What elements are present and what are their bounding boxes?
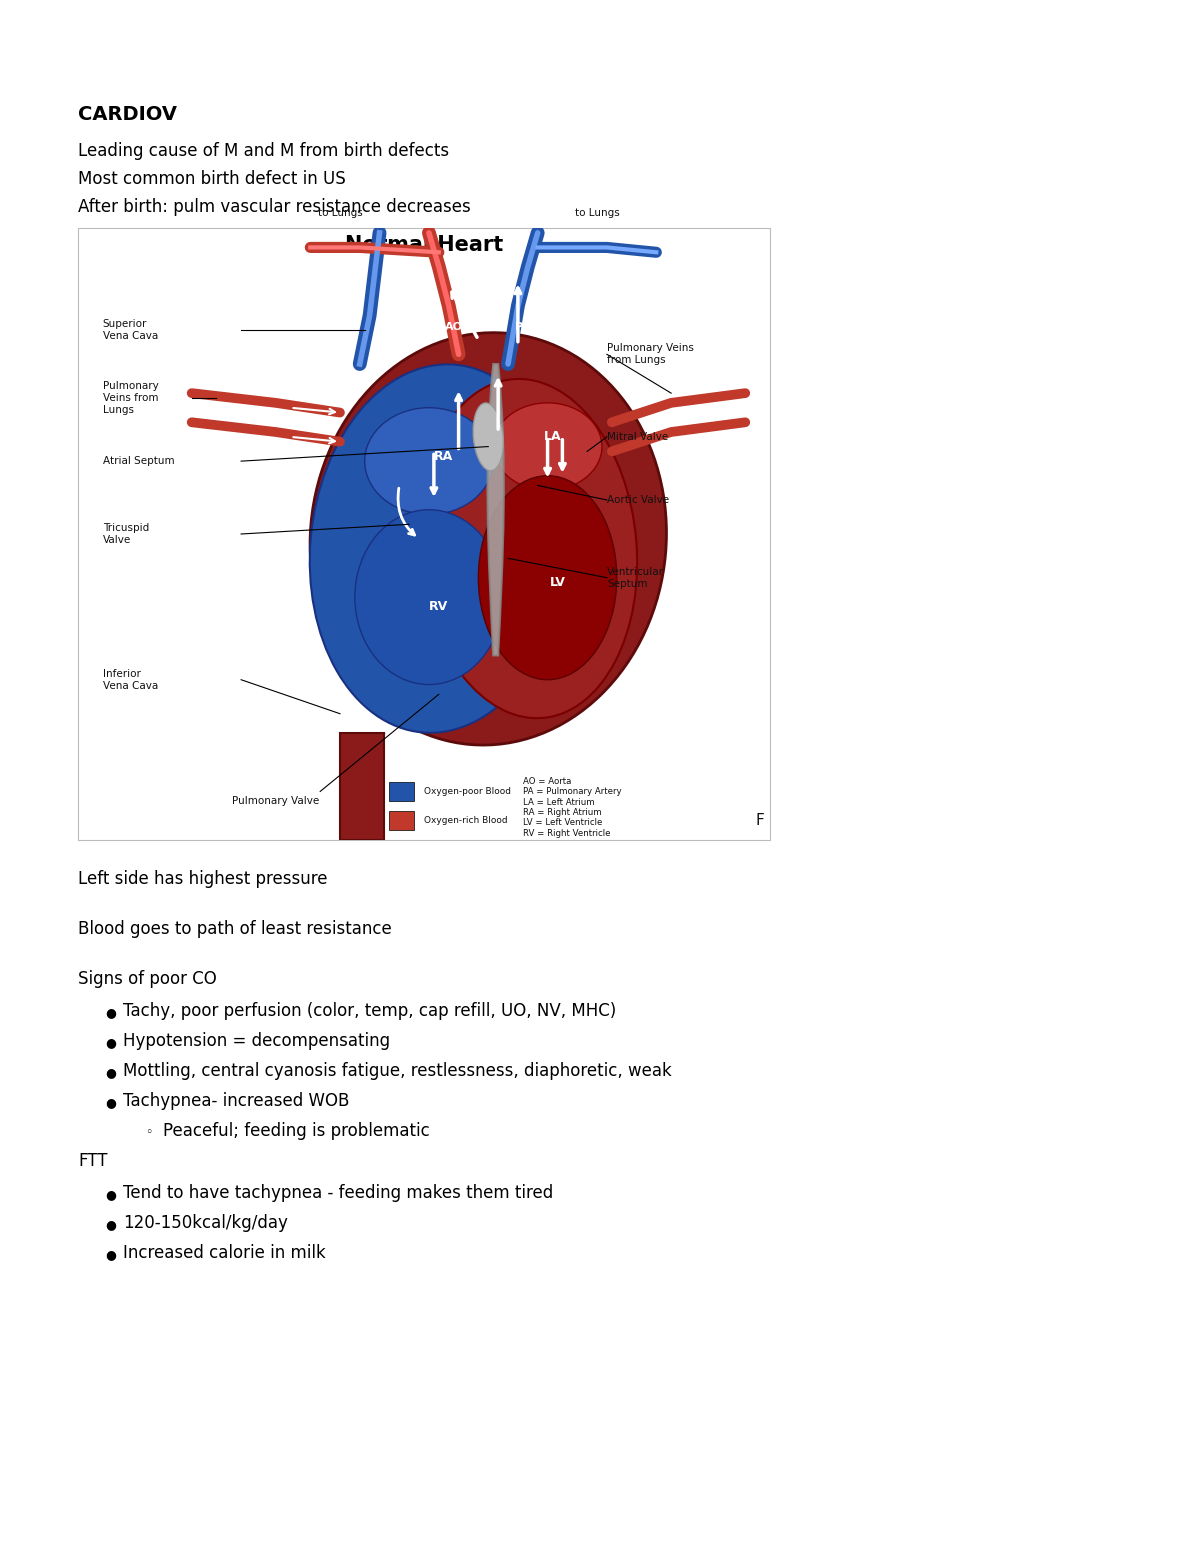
Text: ◦: ◦ bbox=[145, 1126, 152, 1138]
Text: FTT: FTT bbox=[78, 1152, 108, 1169]
Text: Most common birth defect in US: Most common birth defect in US bbox=[78, 169, 346, 188]
Ellipse shape bbox=[479, 475, 617, 680]
Text: Hypotension = decompensating: Hypotension = decompensating bbox=[124, 1033, 390, 1050]
Text: Signs of poor CO: Signs of poor CO bbox=[78, 971, 217, 988]
Text: ●: ● bbox=[106, 1249, 116, 1261]
Text: Tachy, poor perfusion (color, temp, cap refill, UO, NV, MHC): Tachy, poor perfusion (color, temp, cap … bbox=[124, 1002, 617, 1020]
Text: ●: ● bbox=[106, 1036, 116, 1048]
Ellipse shape bbox=[310, 332, 666, 745]
Text: LV: LV bbox=[550, 576, 565, 589]
Text: to Lungs: to Lungs bbox=[318, 208, 362, 219]
Text: Peaceful; feeding is problematic: Peaceful; feeding is problematic bbox=[163, 1121, 430, 1140]
PathPatch shape bbox=[487, 363, 504, 655]
Text: ●: ● bbox=[106, 1065, 116, 1079]
Text: Mitral Valve: Mitral Valve bbox=[607, 432, 668, 443]
Text: AO = Aorta
PA = Pulmonary Artery
LA = Left Atrium
RA = Right Atrium
LV = Left Ve: AO = Aorta PA = Pulmonary Artery LA = Le… bbox=[523, 776, 622, 839]
Text: After birth: pulm vascular resistance decreases: After birth: pulm vascular resistance de… bbox=[78, 197, 470, 216]
Text: Mottling, central cyanosis fatigue, restlessness, diaphoretic, weak: Mottling, central cyanosis fatigue, rest… bbox=[124, 1062, 672, 1079]
Text: RV: RV bbox=[430, 601, 449, 613]
Text: Pulmonary
Veins from
Lungs: Pulmonary Veins from Lungs bbox=[103, 382, 158, 415]
Text: CARDIOV: CARDIOV bbox=[78, 106, 178, 124]
Text: Tricuspid
Valve: Tricuspid Valve bbox=[103, 523, 149, 545]
Ellipse shape bbox=[473, 402, 503, 471]
Bar bbox=[78, 228, 770, 840]
Text: Blood goes to path of least resistance: Blood goes to path of least resistance bbox=[78, 919, 391, 938]
Text: Left side has highest pressure: Left side has highest pressure bbox=[78, 870, 328, 888]
Text: to Lungs: to Lungs bbox=[575, 208, 619, 219]
Text: Inferior
Vena Cava: Inferior Vena Cava bbox=[103, 669, 158, 691]
Ellipse shape bbox=[365, 408, 493, 514]
Bar bbox=[389, 811, 414, 831]
Bar bbox=[340, 733, 384, 840]
Text: Ventricular
Septum: Ventricular Septum bbox=[607, 567, 664, 589]
Text: Oxygen-poor Blood: Oxygen-poor Blood bbox=[424, 787, 511, 797]
Bar bbox=[389, 781, 414, 801]
Text: ●: ● bbox=[106, 1096, 116, 1109]
Ellipse shape bbox=[310, 365, 568, 733]
Text: Pulmonary Veins
from Lungs: Pulmonary Veins from Lungs bbox=[607, 343, 694, 365]
Text: AO: AO bbox=[445, 321, 463, 332]
Text: Tachypnea- increased WOB: Tachypnea- increased WOB bbox=[124, 1092, 349, 1110]
Text: LA: LA bbox=[544, 430, 562, 443]
Text: ●: ● bbox=[106, 1006, 116, 1019]
Text: Aortic Valve: Aortic Valve bbox=[607, 495, 670, 505]
Text: Leading cause of M and M from birth defects: Leading cause of M and M from birth defe… bbox=[78, 141, 449, 160]
Text: ●: ● bbox=[106, 1188, 116, 1200]
Text: F: F bbox=[755, 814, 764, 828]
Text: PA: PA bbox=[515, 321, 530, 332]
Text: Pulmonary Valve: Pulmonary Valve bbox=[232, 797, 319, 806]
Ellipse shape bbox=[355, 509, 503, 685]
Text: Normal Heart: Normal Heart bbox=[344, 235, 503, 255]
Ellipse shape bbox=[419, 379, 637, 717]
Text: ●: ● bbox=[106, 1218, 116, 1232]
Text: 120-150kcal/kg/day: 120-150kcal/kg/day bbox=[124, 1214, 288, 1232]
Text: Superior
Vena Cava: Superior Vena Cava bbox=[103, 320, 158, 340]
Text: Tend to have tachypnea - feeding makes them tired: Tend to have tachypnea - feeding makes t… bbox=[124, 1183, 553, 1202]
Text: Oxygen-rich Blood: Oxygen-rich Blood bbox=[424, 815, 508, 825]
Text: Increased calorie in milk: Increased calorie in milk bbox=[124, 1244, 325, 1263]
Ellipse shape bbox=[493, 402, 602, 491]
Text: RA: RA bbox=[434, 450, 454, 463]
Text: Atrial Septum: Atrial Septum bbox=[103, 457, 174, 466]
